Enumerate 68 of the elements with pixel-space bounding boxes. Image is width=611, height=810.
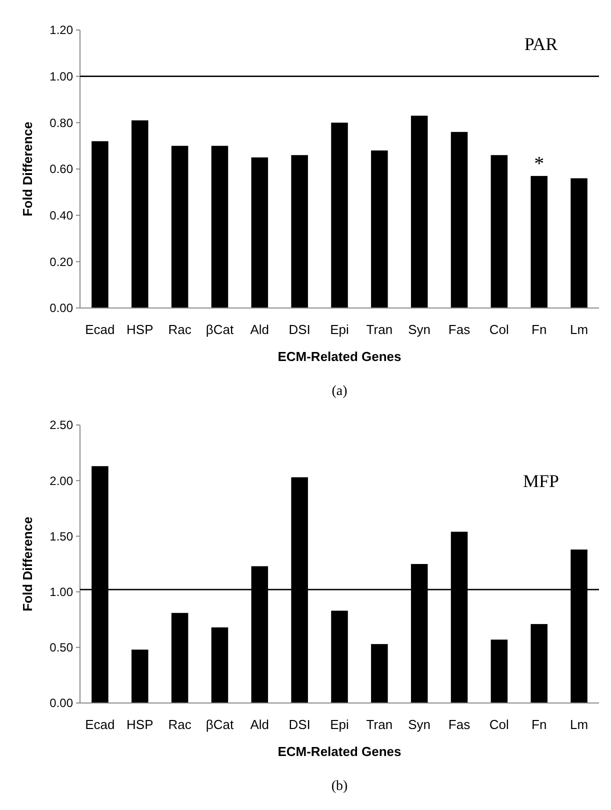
x-tick-label: Fn xyxy=(532,717,547,732)
x-tick-label: Tran xyxy=(366,717,393,732)
y-tick-label: 0.00 xyxy=(50,696,74,710)
x-tick-label: βCat xyxy=(206,717,234,732)
bar xyxy=(251,157,268,308)
text: (b) xyxy=(331,779,348,794)
y-tick-label: 2.50 xyxy=(50,418,74,432)
bar xyxy=(331,610,348,703)
bar xyxy=(92,141,108,308)
x-tick-label: Rac xyxy=(168,717,192,732)
x-tick-label: Fn xyxy=(532,322,547,337)
x-tick-label: Ald xyxy=(250,717,270,732)
bar xyxy=(291,155,308,308)
x-tick-label: Lm xyxy=(570,322,588,337)
y-tick-label: 1.00 xyxy=(50,70,74,84)
x-tick-label: HSP xyxy=(126,717,154,732)
x-axis-title: ECM-Related Genes xyxy=(278,349,402,364)
x-tick-label: Col xyxy=(489,322,510,337)
x-tick-label: Syn xyxy=(408,717,431,732)
bar xyxy=(371,644,388,703)
text: (a) xyxy=(332,384,348,399)
x-tick-label: Fas xyxy=(448,322,471,337)
bar xyxy=(410,116,428,308)
x-tick-label: DSI xyxy=(288,717,310,732)
bar xyxy=(132,650,148,703)
x-tick-label: Syn xyxy=(408,322,431,337)
bar xyxy=(490,640,508,703)
y-tick-label: 1.50 xyxy=(50,529,74,544)
bar xyxy=(530,624,548,703)
bar xyxy=(132,120,148,308)
bar xyxy=(331,122,348,308)
x-tick-label: Ecad xyxy=(85,717,115,732)
y-tick-label: 0.40 xyxy=(50,208,74,223)
y-tick-label: 1.20 xyxy=(50,23,74,38)
x-tick-label: Lm xyxy=(570,717,588,732)
y-tick-label: 0.60 xyxy=(50,162,74,176)
bar xyxy=(171,146,188,308)
x-axis-title: ECM-Related Genes xyxy=(278,744,402,759)
bar xyxy=(171,612,188,703)
x-tick-label: Ecad xyxy=(85,322,115,337)
x-tick-label: βCat xyxy=(206,322,234,337)
x-tick-label: Ald xyxy=(250,322,270,337)
bar xyxy=(570,178,588,308)
x-tick-label: HSP xyxy=(126,322,154,337)
x-tick-label: Rac xyxy=(168,322,192,337)
bar xyxy=(490,155,508,308)
x-tick-label: Epi xyxy=(330,717,349,732)
y-tick-label: 2.00 xyxy=(50,474,74,488)
bar xyxy=(211,146,228,308)
x-tick-label: Fas xyxy=(448,717,471,732)
y-axis-title: Fold Difference xyxy=(20,122,35,216)
bar xyxy=(371,150,388,308)
x-tick-label: Tran xyxy=(366,322,393,337)
y-tick-label: 0.50 xyxy=(50,640,74,655)
y-tick-label: 0.20 xyxy=(50,254,74,269)
y-tick-label: 0.00 xyxy=(50,301,74,316)
annotation: MFP xyxy=(522,471,560,491)
x-tick-label: Epi xyxy=(330,322,349,337)
x-tick-label: Col xyxy=(489,717,510,732)
annotation: * xyxy=(534,152,544,175)
bar xyxy=(450,132,468,308)
y-tick-label: 1.00 xyxy=(50,585,74,599)
x-tick-label: DSI xyxy=(288,322,310,337)
y-tick-label: 0.80 xyxy=(50,116,74,130)
bar xyxy=(211,627,228,703)
annotation: PAR xyxy=(524,34,558,54)
bar xyxy=(530,176,548,308)
y-axis-title: Fold Difference xyxy=(20,516,35,612)
